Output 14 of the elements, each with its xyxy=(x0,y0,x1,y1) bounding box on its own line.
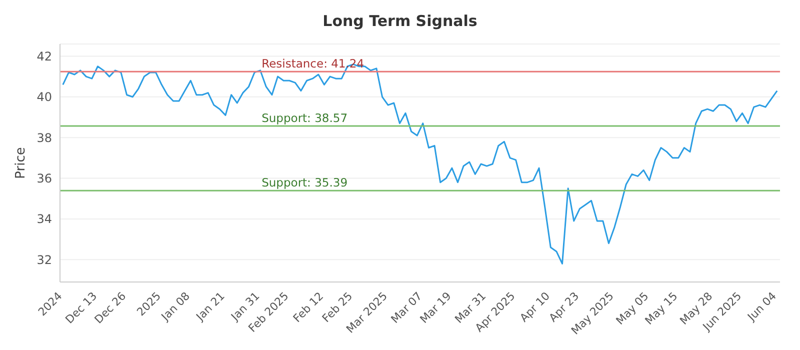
ref-line-label: Support: 38.57 xyxy=(262,110,348,125)
x-tick-label: Jan 21 xyxy=(193,290,228,324)
y-tick-label: 40 xyxy=(36,90,52,104)
y-tick-label: 34 xyxy=(36,212,52,226)
y-tick-label: 32 xyxy=(36,252,52,267)
y-axis-title: Price xyxy=(14,147,29,179)
ref-line-label: Resistance: 41.24 xyxy=(262,56,364,71)
y-tick-label: 36 xyxy=(36,172,52,186)
x-tick-label: Jan 08 xyxy=(158,290,192,324)
ref-line-label: Support: 35.39 xyxy=(262,176,348,190)
y-tick-label: 42 xyxy=(36,49,52,64)
y-tick-label: 38 xyxy=(36,130,52,145)
x-tick-label: Jun 04 xyxy=(744,290,779,324)
chart-title: Long Term Signals xyxy=(322,11,478,32)
